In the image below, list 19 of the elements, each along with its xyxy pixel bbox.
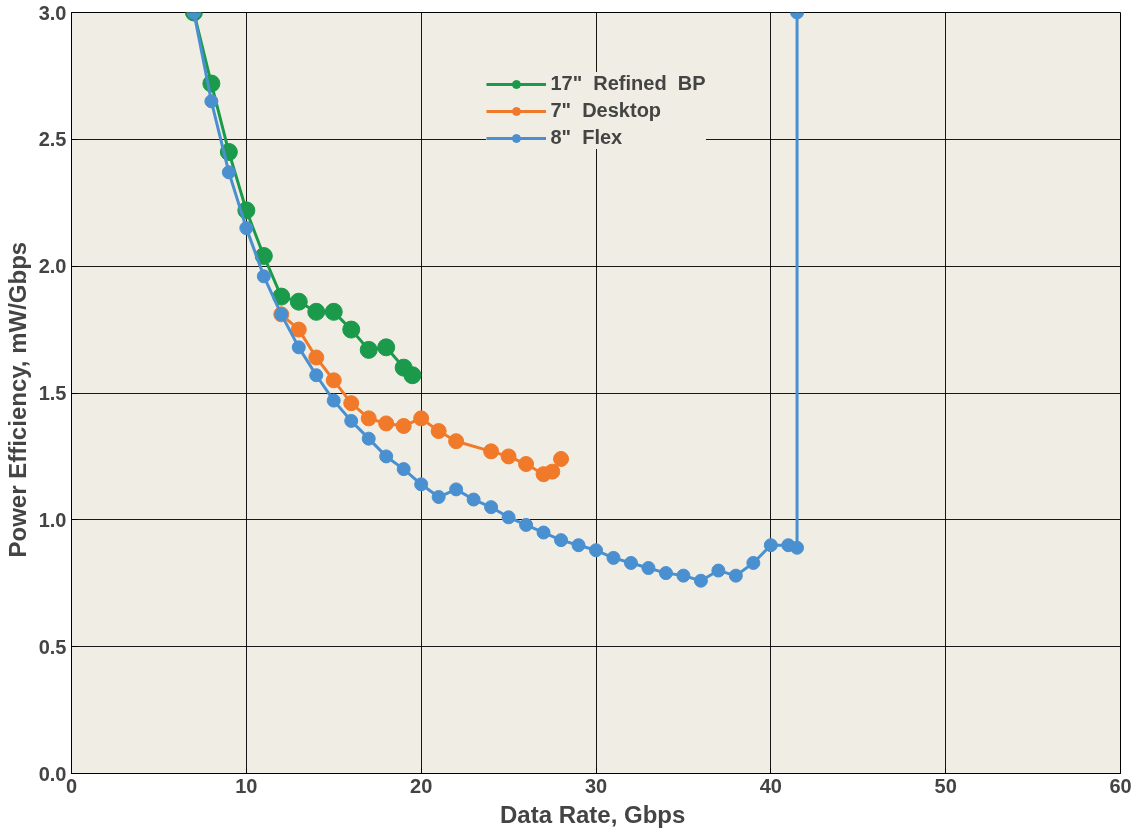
x-tick-label: 50 xyxy=(934,774,957,797)
y-tick-label: 0.5 xyxy=(38,635,67,658)
y-tick-label: 2.0 xyxy=(38,255,67,278)
y-tick-label: 1.0 xyxy=(38,508,67,531)
y-tick-label: 1.5 xyxy=(38,382,67,404)
y-tick-label: 3.0 xyxy=(38,1,67,24)
x-tick-label: 60 xyxy=(1109,774,1132,797)
y-tick-label: 2.5 xyxy=(38,128,67,151)
legend-label: 8" Flex xyxy=(550,126,623,149)
legend-label: 17" Refined BP xyxy=(550,72,706,95)
x-tick-label: 0 xyxy=(65,774,78,797)
y-tick-label: 0.0 xyxy=(38,762,67,785)
legend-label: 7" Desktop xyxy=(550,99,662,122)
y-axis-title: Power Efficiency, mW/Gbps xyxy=(3,241,31,558)
x-tick-label: 30 xyxy=(584,774,608,797)
x-tick-label: 40 xyxy=(759,774,782,797)
x-tick-label: 10 xyxy=(235,774,258,797)
x-tick-label: 20 xyxy=(410,774,433,797)
x-axis-title: Data Rate, Gbps xyxy=(499,800,686,828)
